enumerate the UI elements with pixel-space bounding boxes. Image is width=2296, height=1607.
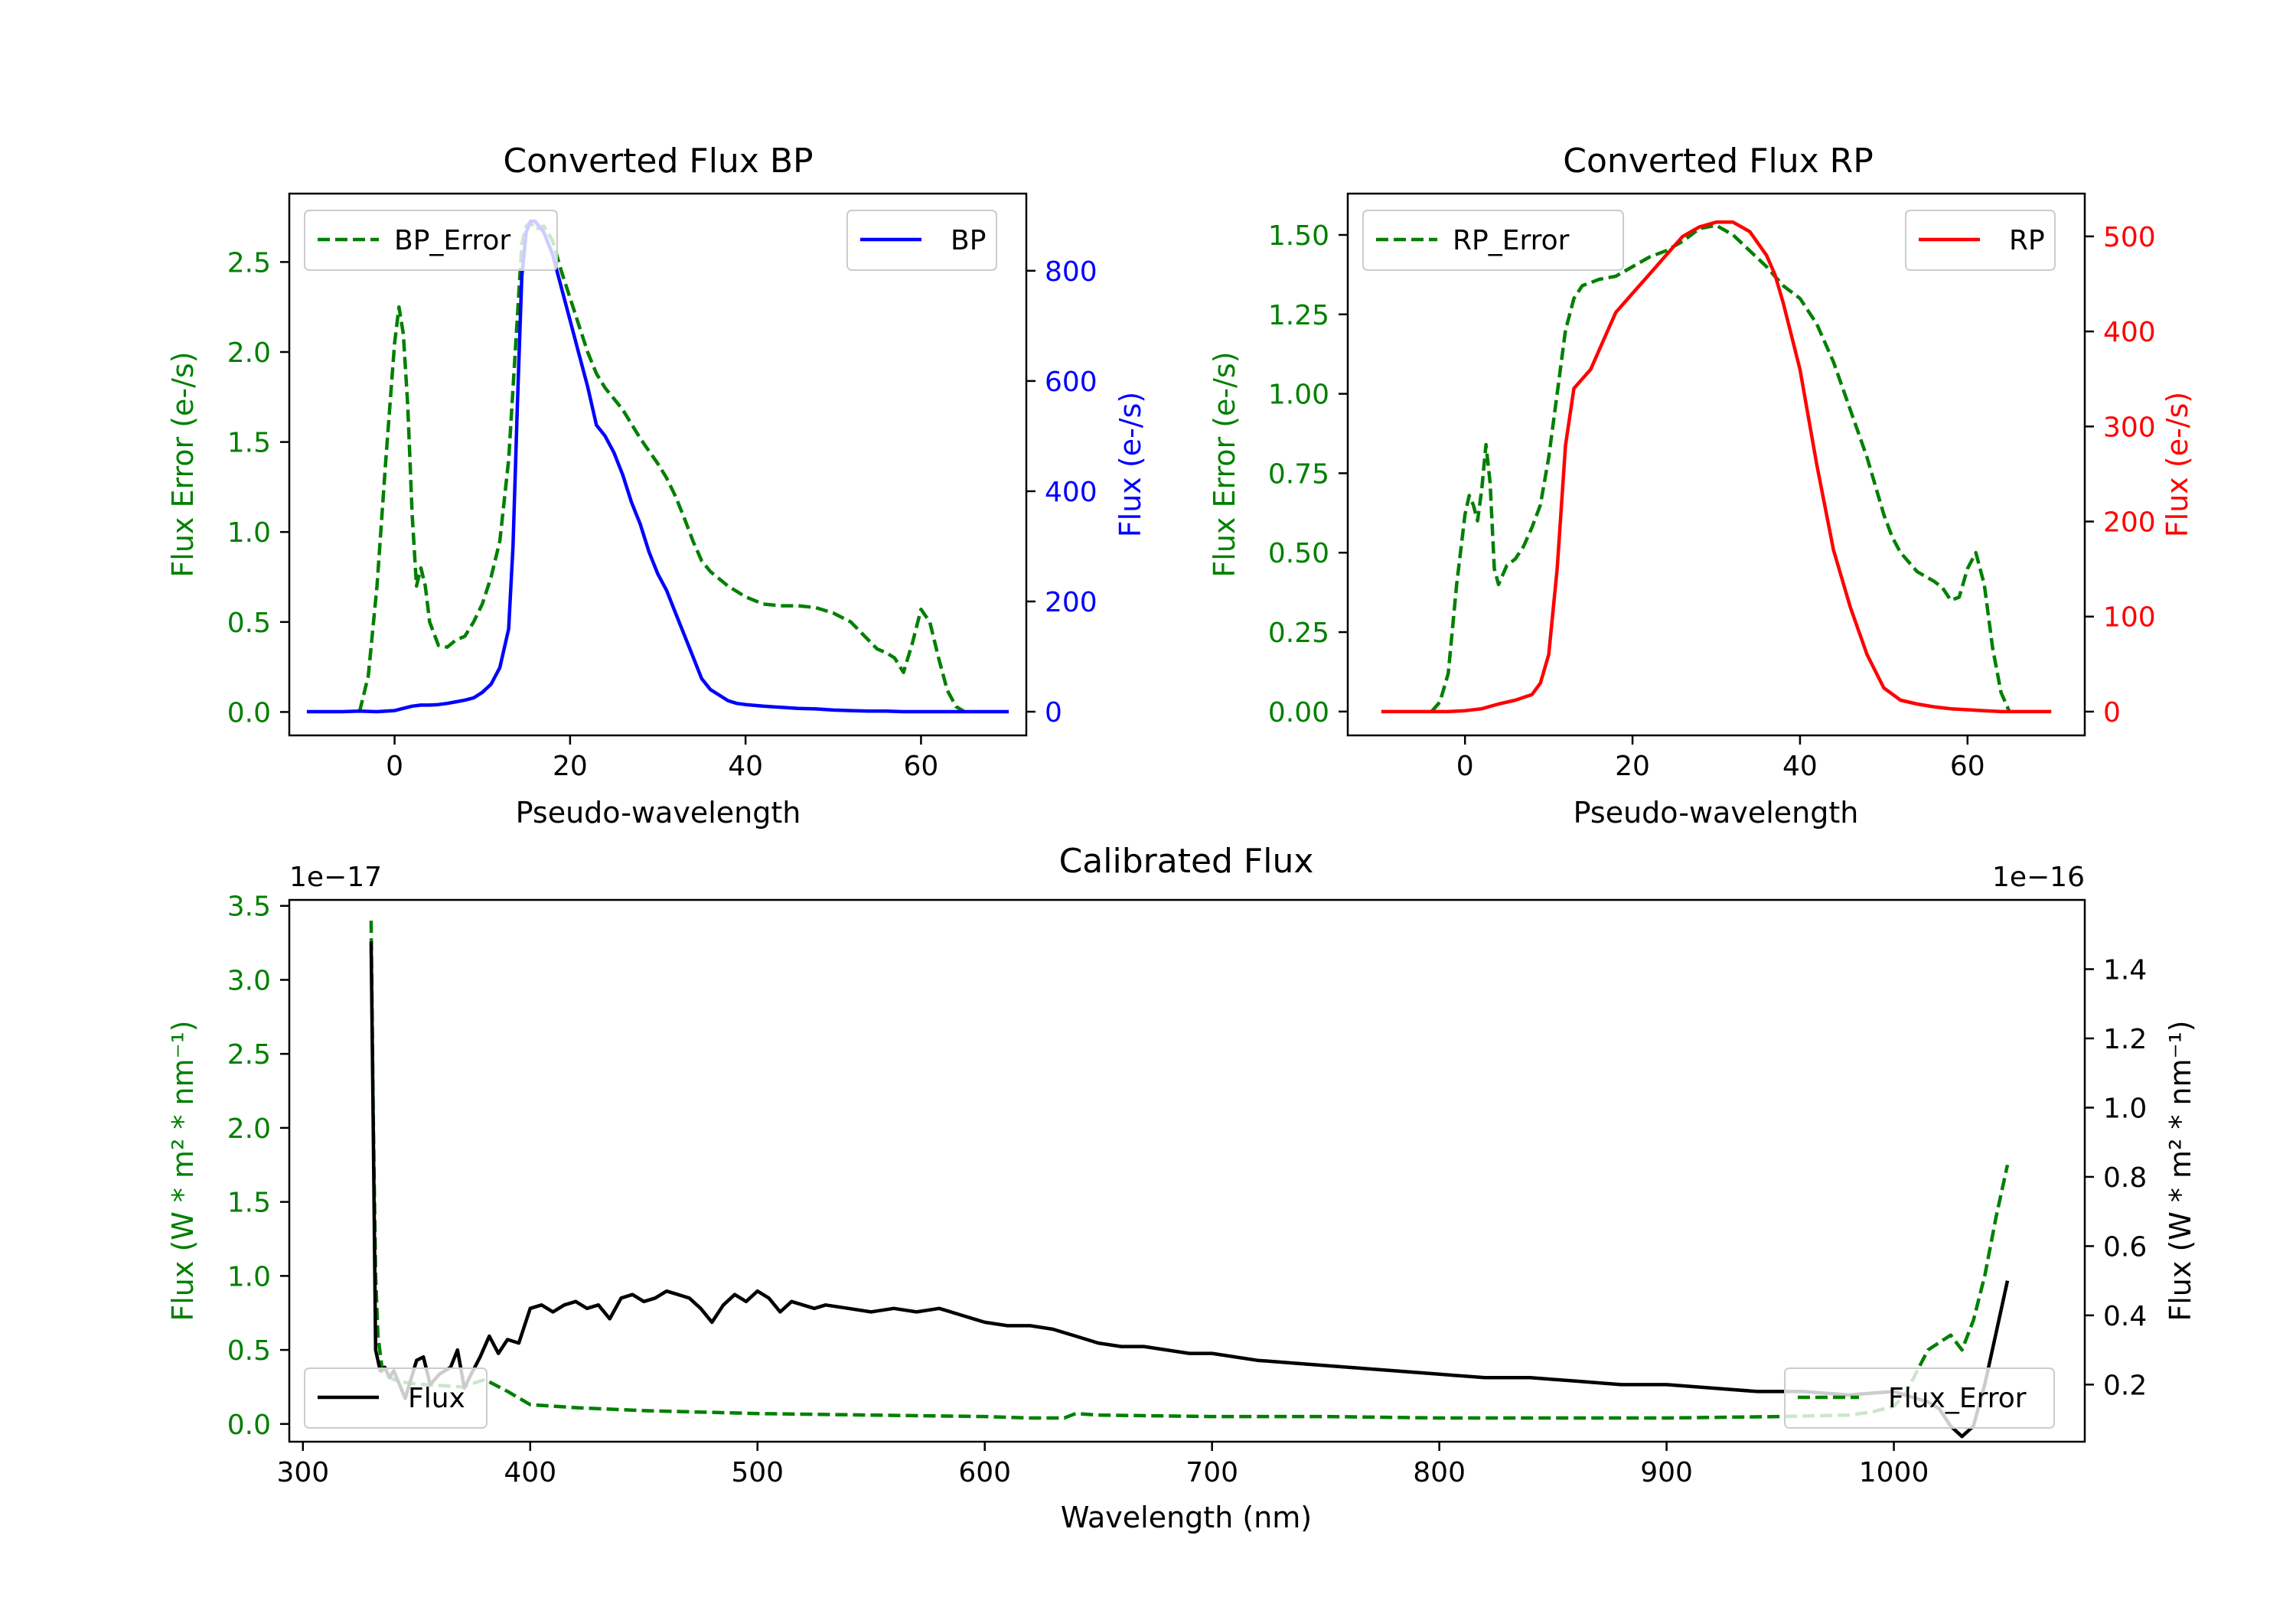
- panel-cal-left-offset: 1e−17: [289, 862, 382, 893]
- y-tick-label-left: 1.0: [227, 1261, 271, 1292]
- x-tick-label: 900: [1640, 1457, 1693, 1488]
- panel-cal-ylabel-right: Flux (W * m² * nm⁻¹): [2164, 1020, 2197, 1321]
- legend-box: [1362, 210, 1624, 271]
- panel-cal-legend-right: Flux_Error: [1784, 1367, 2055, 1429]
- y-tick-label-left: 3.5: [227, 892, 271, 923]
- y-tick-label-left: 2.0: [227, 337, 271, 369]
- y-tick-label-left: 1.5: [227, 1188, 271, 1219]
- legend-label: BP_Error: [394, 225, 510, 256]
- x-tick-label: 60: [1950, 751, 1985, 782]
- y-tick-label-right: 300: [2103, 412, 2156, 443]
- x-tick-label: 600: [958, 1457, 1011, 1488]
- y-tick-label-left: 2.5: [227, 247, 271, 279]
- y-tick-label-left: 0.75: [1268, 458, 1329, 490]
- y-tick-label-left: 2.0: [227, 1113, 271, 1145]
- panel-rp-legend-left: RP_Error: [1362, 210, 1624, 271]
- panel-rp-legend-right: RP: [1905, 210, 2056, 271]
- panel-cal-ylabel-left: Flux (W * m² * nm⁻¹): [166, 1020, 200, 1321]
- panel-bp: Converted Flux BP 0 20 40 60 0.0 0.5 1.0 1.5 2.0…: [166, 142, 1147, 830]
- y-tick-label-right: 200: [1045, 587, 1097, 618]
- legend-label: BP: [951, 225, 986, 256]
- y-tick-label-right: 0.8: [2103, 1162, 2147, 1194]
- y-tick-label-right: 100: [2103, 602, 2156, 634]
- panel-rp-title: Converted Flux RP: [1563, 142, 1874, 181]
- y-tick-label-right: 400: [1045, 477, 1097, 508]
- legend-box: [304, 1367, 488, 1429]
- y-tick-label-right: 1.4: [2103, 954, 2147, 986]
- x-tick-label: 40: [728, 751, 763, 782]
- y-tick-label-right: 800: [1045, 256, 1097, 288]
- legend-label: Flux_Error: [1888, 1383, 2027, 1414]
- panel-bp-ylabel-left: Flux Error (e-/s): [166, 351, 200, 577]
- y-tick-label-left: 1.25: [1268, 300, 1329, 331]
- x-tick-label: 0: [386, 751, 403, 782]
- x-tick-label: 500: [731, 1457, 784, 1488]
- y-tick-label-right: 0.4: [2103, 1301, 2147, 1332]
- panel-rp-xlabel: Pseudo-wavelength: [1574, 796, 1859, 830]
- panel-rp-ylabel-right: Flux (e-/s): [2161, 392, 2194, 537]
- x-tick-label: 0: [1456, 751, 1474, 782]
- x-tick-label: 800: [1413, 1457, 1466, 1488]
- y-tick-label-left: 0.25: [1268, 618, 1329, 649]
- y-tick-label-left: 3.0: [227, 965, 271, 996]
- y-tick-label-right: 400: [2103, 317, 2156, 348]
- legend-label: RP_Error: [1453, 225, 1570, 256]
- y-tick-label-right: 200: [2103, 507, 2156, 539]
- y-tick-label-right: 0.2: [2103, 1370, 2147, 1401]
- legend-box: [1905, 210, 2056, 271]
- y-tick-label-right: 600: [1045, 367, 1097, 398]
- panel-cal-legend-left: Flux: [304, 1367, 488, 1429]
- x-tick-label: 1000: [1859, 1457, 1929, 1488]
- y-tick-label-left: 1.5: [227, 428, 271, 459]
- y-tick-label-left: 0.0: [227, 1410, 271, 1441]
- panel-cal-xlabel: Wavelength (nm): [1061, 1501, 1312, 1534]
- legend-box: [304, 210, 558, 271]
- series-rp-error-line: [1430, 223, 2011, 713]
- x-tick-label: 20: [1615, 751, 1650, 782]
- x-tick-label: 60: [904, 751, 939, 782]
- x-tick-label: 40: [1782, 751, 1818, 782]
- panel-bp-xlabel: Pseudo-wavelength: [516, 796, 801, 830]
- y-tick-label-left: 1.0: [227, 517, 271, 549]
- legend-box: [1784, 1367, 2055, 1429]
- y-tick-label-right: 0.6: [2103, 1231, 2147, 1263]
- y-tick-label-left: 0.5: [227, 1335, 271, 1367]
- panel-bp-title: Converted Flux BP: [503, 142, 813, 181]
- y-tick-label-right: 1.2: [2103, 1024, 2147, 1055]
- y-tick-label-right: 0: [1045, 697, 1062, 729]
- panel-cal: Calibrated Flux 1e−17 1e−16 300 400 500 600…: [166, 842, 2197, 1534]
- y-tick-label-right: 1.0: [2103, 1093, 2147, 1124]
- y-tick-label-left: 1.50: [1268, 220, 1329, 252]
- x-tick-label: 400: [504, 1457, 556, 1488]
- panel-rp-frame: [1346, 192, 2086, 737]
- panel-bp-legend-left: BP_Error: [304, 210, 558, 271]
- y-tick-label-left: 1.00: [1268, 380, 1329, 411]
- y-tick-label-right: 500: [2103, 222, 2156, 253]
- panel-bp-legend-right: BP: [846, 210, 997, 271]
- panel-bp-ylabel-right: Flux (e-/s): [1114, 392, 1147, 537]
- panel-bp-frame: [288, 192, 1028, 737]
- series-rp-line: [1381, 220, 2052, 714]
- x-tick-label: 20: [553, 751, 588, 782]
- legend-box: [846, 210, 997, 271]
- series-bp-line: [306, 219, 1009, 714]
- y-tick-label-left: 0.0: [227, 697, 271, 729]
- y-tick-label-left: 0.50: [1268, 538, 1329, 569]
- panel-rp-ylabel-left: Flux Error (e-/s): [1208, 351, 1241, 577]
- legend-label: RP: [2009, 225, 2045, 256]
- panel-cal-frame: [288, 898, 2086, 1443]
- y-tick-label-right: 0: [2103, 697, 2121, 729]
- x-tick-label: 700: [1186, 1457, 1238, 1488]
- panel-cal-right-offset: 1e−16: [1992, 862, 2085, 893]
- legend-label: Flux: [408, 1383, 465, 1414]
- y-tick-label-left: 0.00: [1268, 697, 1329, 729]
- panel-rp: Converted Flux RP 0 20 40 60 0.00 0.25 0.50 0.7…: [1208, 142, 2194, 830]
- series-bp-error-line: [357, 220, 966, 714]
- x-tick-label: 300: [276, 1457, 329, 1488]
- y-tick-label-left: 2.5: [227, 1039, 271, 1071]
- y-tick-label-left: 0.5: [227, 608, 271, 639]
- panel-cal-title: Calibrated Flux: [1059, 842, 1314, 881]
